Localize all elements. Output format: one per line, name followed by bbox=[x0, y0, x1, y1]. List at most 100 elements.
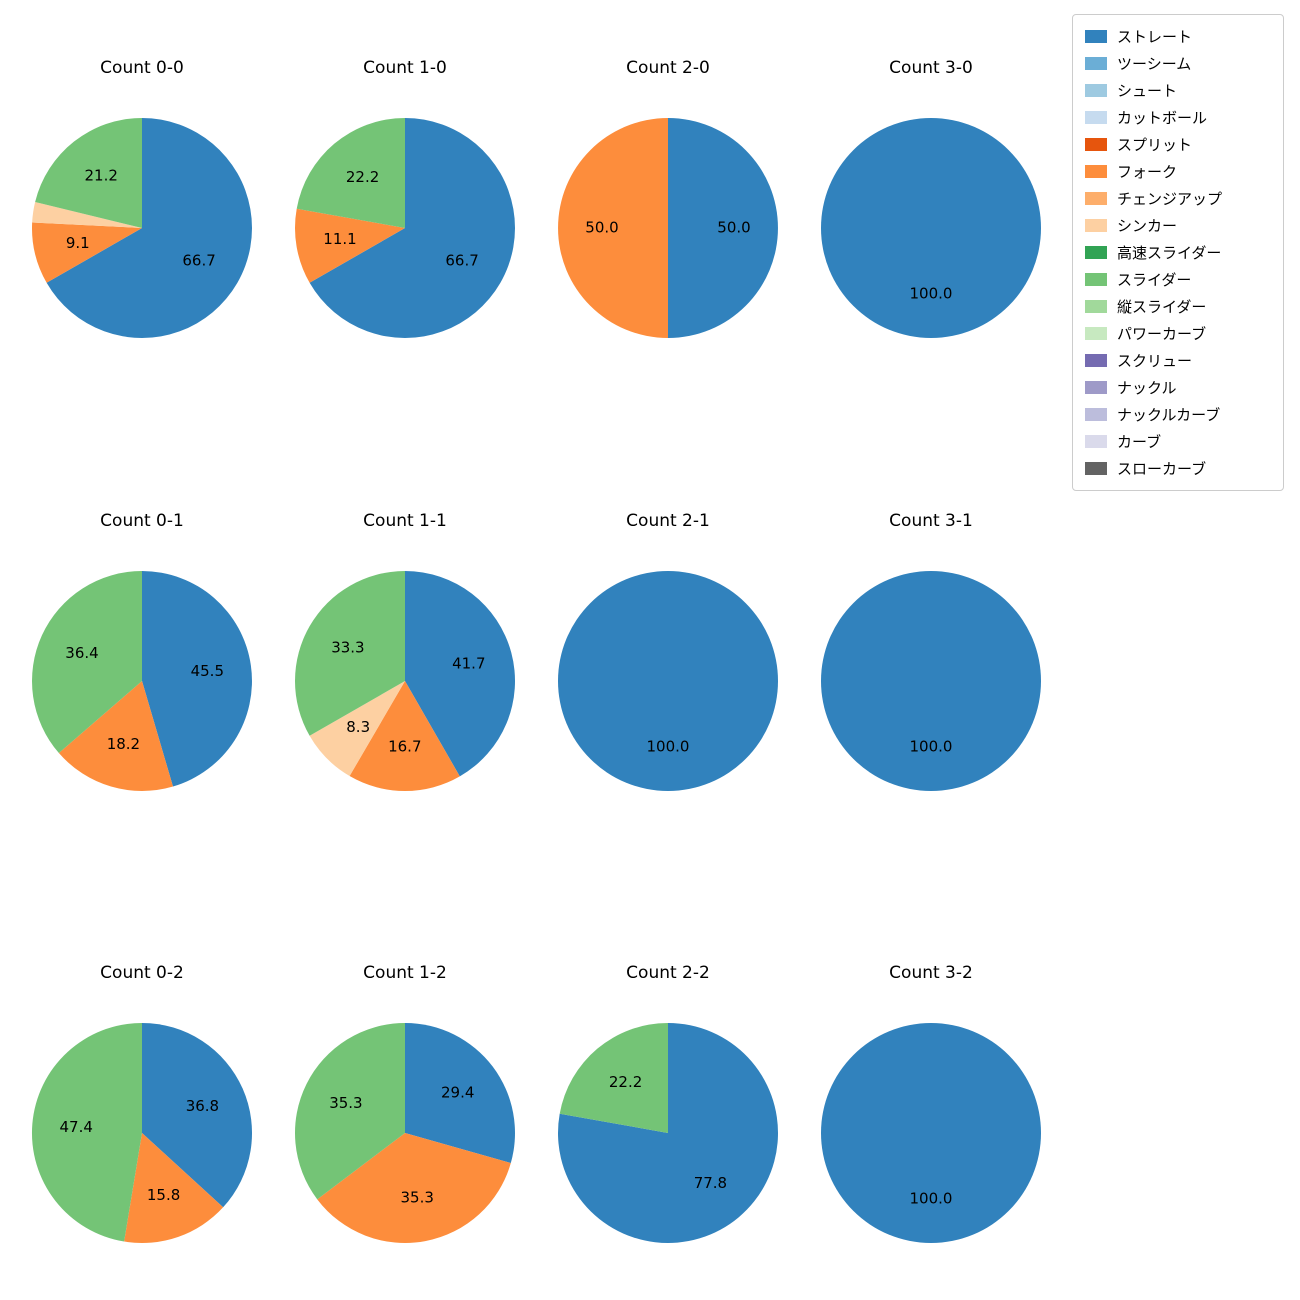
pie-percent-label: 47.4 bbox=[59, 1118, 92, 1136]
pie-slice-スライダー bbox=[559, 1023, 668, 1133]
pie-slice-フォーク bbox=[558, 118, 668, 338]
pie-slice-ストレート bbox=[821, 1023, 1041, 1243]
legend-swatch-icon bbox=[1085, 219, 1107, 232]
pie-percent-label: 22.2 bbox=[609, 1073, 642, 1091]
pie-slice-ストレート bbox=[142, 571, 252, 787]
pie-percent-label: 33.3 bbox=[331, 638, 364, 656]
pie-title: Count 0-1 bbox=[100, 511, 184, 531]
pie-percent-label: 100.0 bbox=[910, 1190, 953, 1208]
pie-percent-label: 35.3 bbox=[400, 1188, 433, 1206]
pie-percent-label: 36.8 bbox=[186, 1097, 219, 1115]
pie-chart-count-3-0: 100.0 bbox=[821, 118, 1041, 338]
legend-swatch-icon bbox=[1085, 462, 1107, 475]
pie-slice-ストレート bbox=[821, 571, 1041, 791]
pie-percent-label: 29.4 bbox=[441, 1084, 474, 1102]
pie-slice-ストレート bbox=[46, 118, 252, 338]
pie-chart-count-0-0: 66.7 9.1 21.2 bbox=[32, 118, 252, 338]
legend-label: シュート bbox=[1117, 82, 1178, 100]
pie-title: Count 2-2 bbox=[626, 963, 710, 983]
pie-percent-label: 9.1 bbox=[66, 234, 90, 252]
legend-item: スプリット bbox=[1081, 131, 1275, 158]
pie-slice-スライダー bbox=[294, 571, 405, 736]
legend-label: 縦スライダー bbox=[1117, 298, 1207, 316]
legend-item: パワーカーブ bbox=[1081, 320, 1275, 347]
pie-slice-ストレート bbox=[668, 118, 778, 338]
pie-percent-label: 77.8 bbox=[694, 1174, 727, 1192]
pie-slice-ストレート bbox=[142, 1023, 253, 1208]
pie-chart-count-1-0: 66.7 11.1 22.2 bbox=[295, 118, 515, 338]
pie-slice-シンカー bbox=[309, 681, 405, 777]
legend-item: スライダー bbox=[1081, 266, 1275, 293]
pie-slice-スライダー bbox=[32, 571, 142, 754]
legend-item: スローカーブ bbox=[1081, 455, 1275, 482]
legend-label: スクリュー bbox=[1117, 352, 1193, 370]
legend-label: チェンジアップ bbox=[1117, 190, 1223, 208]
pie-chart-count-2-0: 50.0 50.0 bbox=[558, 118, 778, 338]
pie-slice-フォーク bbox=[58, 681, 173, 791]
legend-label: ツーシーム bbox=[1117, 55, 1192, 73]
pie-percent-label: 100.0 bbox=[910, 285, 953, 303]
legend-label: ストレート bbox=[1117, 28, 1193, 46]
pie-chart-count-1-2: 29.4 35.3 35.3 bbox=[294, 1023, 515, 1243]
legend-swatch-icon bbox=[1085, 111, 1107, 124]
pie-chart-count-0-2: 36.8 15.8 47.4 bbox=[31, 1023, 253, 1244]
pie-percent-label: 36.4 bbox=[65, 644, 98, 662]
legend-swatch-icon bbox=[1085, 354, 1107, 367]
pie-percent-label: 18.2 bbox=[107, 735, 140, 753]
legend-swatch-icon bbox=[1085, 30, 1107, 43]
pie-title: Count 0-2 bbox=[100, 963, 184, 983]
legend-label: シンカー bbox=[1117, 217, 1178, 235]
legend-item: カーブ bbox=[1081, 428, 1275, 455]
pie-percent-label: 8.3 bbox=[346, 718, 370, 736]
pie-chart-count-0-1: 45.5 18.2 36.4 bbox=[32, 571, 252, 791]
pie-slice-フォーク bbox=[32, 222, 142, 283]
pie-slice-フォーク bbox=[317, 1133, 511, 1243]
pie-percent-label: 41.7 bbox=[452, 655, 485, 673]
legend-label: スライダー bbox=[1117, 271, 1192, 289]
pie-slice-スライダー bbox=[31, 1023, 142, 1242]
pie-percent-label: 66.7 bbox=[182, 252, 215, 270]
legend-item: スクリュー bbox=[1081, 347, 1275, 374]
pie-title: Count 3-1 bbox=[889, 511, 973, 531]
pie-percent-label: 50.0 bbox=[585, 219, 618, 237]
legend-label: フォーク bbox=[1117, 163, 1178, 181]
pie-slice-スライダー bbox=[296, 118, 405, 228]
pie-percent-label: 100.0 bbox=[647, 738, 690, 756]
legend-label: ナックル bbox=[1117, 379, 1177, 397]
pie-slice-ストレート bbox=[558, 1023, 779, 1243]
legend-swatch-icon bbox=[1085, 381, 1107, 394]
pie-percent-label: 15.8 bbox=[147, 1186, 180, 1204]
pie-percent-label: 22.2 bbox=[346, 168, 379, 186]
pie-title: Count 2-1 bbox=[626, 511, 710, 531]
legend-label: パワーカーブ bbox=[1117, 325, 1207, 343]
pie-percent-label: 66.7 bbox=[445, 252, 478, 270]
pie-title: Count 1-2 bbox=[363, 963, 447, 983]
pie-title: Count 1-1 bbox=[363, 511, 447, 531]
legend: ストレートツーシームシュートカットボール スプリットフォークチェンジアップ シンカー… bbox=[1072, 14, 1284, 491]
pie-slice-ストレート bbox=[558, 571, 778, 791]
legend-item: カットボール bbox=[1081, 104, 1275, 131]
legend-item: チェンジアップ bbox=[1081, 185, 1275, 212]
legend-label: ナックルカーブ bbox=[1117, 406, 1221, 424]
pie-title: Count 3-2 bbox=[889, 963, 973, 983]
legend-item: フォーク bbox=[1081, 158, 1275, 185]
pie-slice-フォーク bbox=[124, 1133, 224, 1244]
legend-swatch-icon bbox=[1085, 435, 1107, 448]
legend-swatch-icon bbox=[1085, 327, 1107, 340]
legend-label: カーブ bbox=[1117, 433, 1162, 451]
pie-percent-label: 50.0 bbox=[717, 219, 750, 237]
pie-chart-count-1-1: 41.7 16.7 8.3 33.3 bbox=[294, 571, 516, 792]
pie-slice-ストレート bbox=[821, 118, 1041, 338]
pie-slice-ストレート bbox=[309, 118, 515, 338]
legend-swatch-icon bbox=[1085, 273, 1107, 286]
pie-percent-label: 45.5 bbox=[191, 662, 224, 680]
legend-swatch-icon bbox=[1085, 192, 1107, 205]
legend-label: スローカーブ bbox=[1117, 460, 1207, 478]
legend-item: ツーシーム bbox=[1081, 50, 1275, 77]
pie-slice-スライダー bbox=[294, 1023, 405, 1200]
pie-slice-ストレート bbox=[405, 571, 516, 777]
legend-swatch-icon bbox=[1085, 408, 1107, 421]
legend-swatch-icon bbox=[1085, 84, 1107, 97]
pie-percent-label: 35.3 bbox=[329, 1094, 362, 1112]
